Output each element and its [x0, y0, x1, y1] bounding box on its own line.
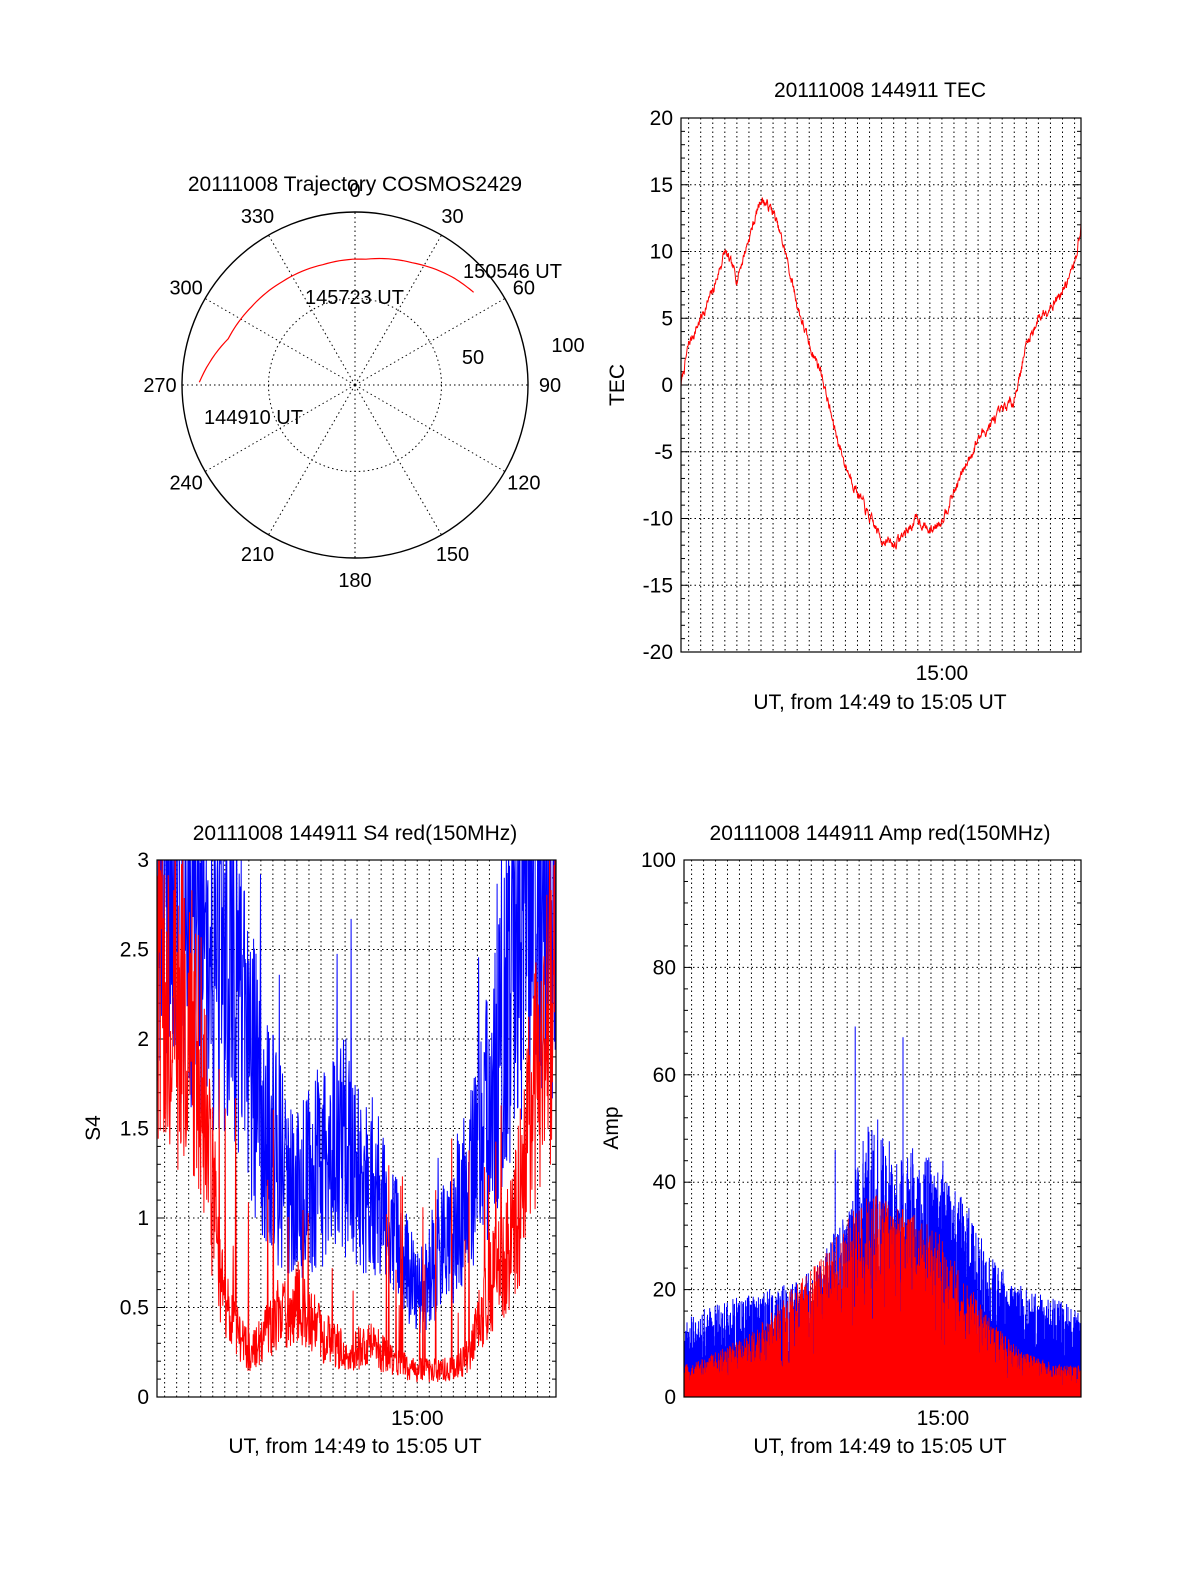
- polar-annotations: 150546 UT 145723 UT 144910 UT: [204, 261, 562, 429]
- tec-chart: 20111008 144911 TEC TEC UT, from 14:49 t…: [606, 79, 1082, 714]
- polar-radius-labels: 50 100: [462, 335, 585, 369]
- tec-ytick-label: -20: [643, 641, 673, 664]
- tec-plot-frame: [680, 117, 1082, 653]
- polar-angle-label: 60: [513, 278, 535, 300]
- amp-ytick-label: 20: [653, 1279, 676, 1302]
- s4-ytick-label: 2.5: [120, 939, 149, 962]
- polar-angle-label: 120: [507, 473, 540, 495]
- tec-ytick-label: 20: [650, 107, 673, 130]
- polar-angle-label: 300: [169, 278, 202, 300]
- s4-series-line: [157, 860, 556, 1334]
- polar-angle-label: 240: [169, 473, 202, 495]
- tec-ytick-label: -10: [643, 508, 673, 531]
- polar-series: [198, 257, 474, 383]
- tec-ytick-label: 5: [661, 307, 673, 330]
- polar-spoke: [268, 384, 356, 536]
- amp-xlabel: UT, from 14:49 to 15:05 UT: [753, 1435, 1006, 1458]
- polar-trajectory-line: [198, 257, 474, 383]
- polar-spoke: [354, 384, 442, 536]
- tec-ytick-label: -15: [643, 574, 673, 597]
- polar-angle-label: 270: [143, 375, 176, 397]
- s4-ytick-label: 2: [137, 1028, 149, 1051]
- tec-title: 20111008 144911 TEC: [774, 79, 986, 102]
- tec-ylabel: TEC: [606, 364, 629, 406]
- amp-tick-labels: 0 20 40 60 80 100 15:00: [641, 849, 969, 1430]
- amp-xtick-label: 15:00: [917, 1407, 970, 1430]
- polar-angle-label: 0: [349, 180, 360, 202]
- amp-ytick-label: 80: [653, 956, 676, 979]
- s4-title: 20111008 144911 S4 red(150MHz): [193, 822, 518, 845]
- polar-spoke: [204, 384, 356, 472]
- s4-series: [157, 860, 556, 1383]
- tec-ytick-label: -5: [654, 441, 673, 464]
- polar-annotation: 144910 UT: [204, 407, 303, 429]
- amp-ylabel: Amp: [600, 1106, 623, 1149]
- polar-spoke: [204, 298, 356, 386]
- polar-trajectory-chart: 20111008 Trajectory COSMOS2429 0 30 60 90 12…: [143, 173, 584, 592]
- polar-annotation: 150546 UT: [463, 261, 562, 283]
- s4-ytick-label: 3: [137, 849, 149, 872]
- s4-ytick-label: 0.5: [120, 1297, 149, 1320]
- polar-angle-labels: 0 30 60 90 120 150 180 210 240 270 300 330: [143, 180, 561, 592]
- amp-ytick-label: 40: [653, 1171, 676, 1194]
- amp-chart: 20111008 144911 Amp red(150MHz) Amp UT, …: [600, 822, 1082, 1458]
- s4-xtick-label: 15:00: [391, 1407, 444, 1430]
- polar-spoke: [354, 298, 506, 386]
- tec-ytick-label: 15: [650, 174, 673, 197]
- tec-tick-labels: -20 -15 -10 -5 0 5 10 15 20 15:00: [643, 107, 969, 685]
- tec-series: [680, 197, 1082, 550]
- s4-ylabel: S4: [82, 1115, 105, 1141]
- polar-angle-label: 30: [441, 206, 463, 228]
- polar-angle-label: 90: [539, 375, 561, 397]
- tec-xlabel: UT, from 14:49 to 15:05 UT: [753, 691, 1006, 714]
- s4-ytick-label: 0: [137, 1386, 149, 1409]
- polar-annotation: 145723 UT: [305, 287, 404, 309]
- polar-angle-label: 330: [241, 206, 274, 228]
- tec-ytick-label: 0: [661, 374, 673, 397]
- polar-grid: [181, 211, 529, 559]
- tec-ytick-label: 10: [650, 241, 673, 264]
- s4-chart: 20111008 144911 S4 red(150MHz) S4 UT, fr…: [82, 822, 557, 1458]
- amp-ytick-label: 100: [641, 849, 676, 872]
- polar-angle-label: 210: [241, 544, 274, 566]
- amp-ytick-label: 0: [664, 1386, 676, 1409]
- polar-spoke: [354, 384, 506, 472]
- s4-xlabel: UT, from 14:49 to 15:05 UT: [228, 1435, 481, 1458]
- s4-ytick-label: 1: [137, 1207, 149, 1230]
- polar-angle-label: 180: [338, 570, 371, 592]
- polar-outer-circle: [181, 211, 529, 559]
- amp-series: [683, 1026, 1082, 1397]
- amp-title: 20111008 144911 Amp red(150MHz): [710, 822, 1051, 845]
- polar-radius-label: 100: [551, 335, 584, 357]
- polar-title: 20111008 Trajectory COSMOS2429: [188, 173, 522, 196]
- tec-grid: [681, 117, 1081, 653]
- polar-radius-label: 50: [462, 347, 484, 369]
- amp-plot-frame: [683, 859, 1082, 1398]
- tec-xtick-label: 15:00: [916, 662, 969, 685]
- s4-series-line: [157, 860, 556, 1383]
- polar-spoke: [268, 234, 356, 386]
- polar-angle-label: 150: [436, 544, 469, 566]
- s4-plot-frame: [156, 859, 557, 1398]
- polar-spoke: [354, 234, 442, 386]
- s4-tick-labels: 0 0.5 1 1.5 2 2.5 3 15:00: [120, 849, 444, 1430]
- amp-ytick-label: 60: [653, 1064, 676, 1087]
- s4-ytick-label: 1.5: [120, 1118, 149, 1141]
- tec-series-line: [680, 197, 1082, 550]
